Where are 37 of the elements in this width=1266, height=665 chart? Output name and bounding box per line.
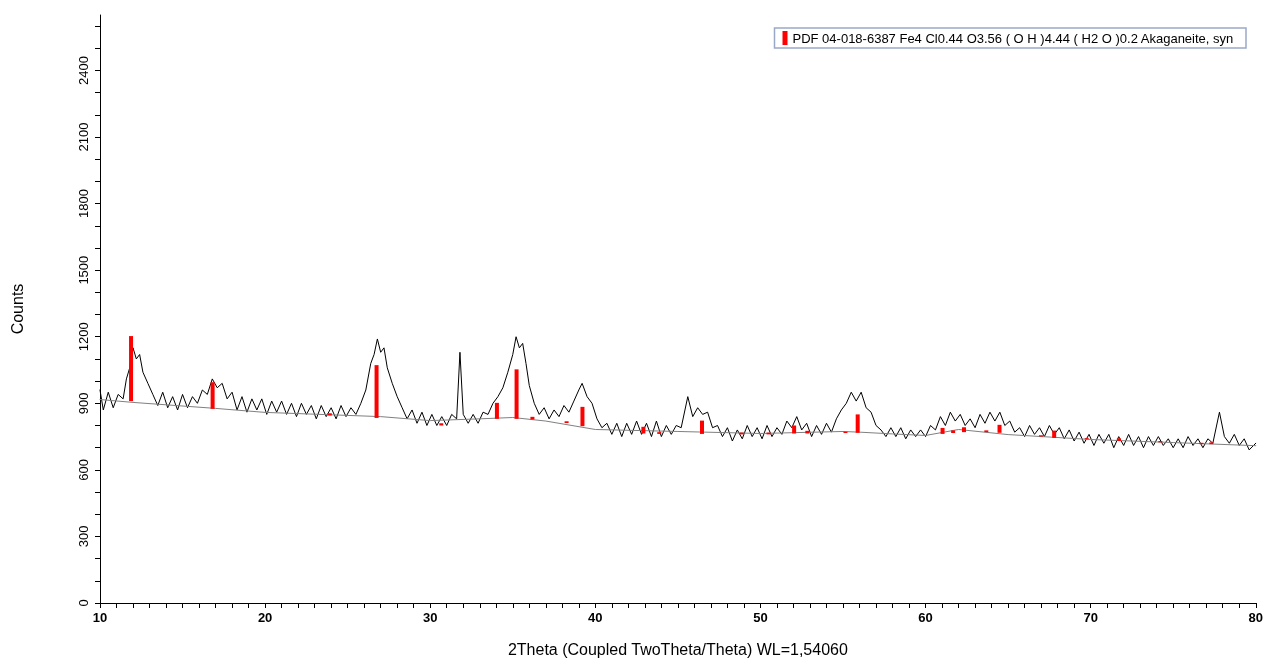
bar <box>997 424 1002 433</box>
bar <box>951 430 956 434</box>
y-tick-label: 600 <box>76 459 91 481</box>
bar <box>855 414 860 433</box>
x-tick-label: 30 <box>422 610 438 625</box>
bar <box>327 413 332 416</box>
x-tick-label: 70 <box>1083 610 1098 625</box>
bar <box>210 382 215 409</box>
y-tick-label: 300 <box>76 525 91 548</box>
y-tick-label: 0 <box>76 599 91 607</box>
y-tick-label: 2100 <box>76 122 91 152</box>
bar <box>962 427 967 433</box>
bar <box>1052 430 1057 438</box>
y-axis-title: Counts <box>8 283 26 335</box>
y-tick-label: 1200 <box>76 322 91 352</box>
legend-label: PDF 04-018-6387 Fe4 Cl0.44 O3.56 ( O H )4.44 ( H2 O )0.2 Akaganeite, syn <box>792 30 1234 46</box>
bar <box>494 402 499 419</box>
x-tick-label: 80 <box>1248 610 1263 625</box>
bar <box>514 369 519 419</box>
x-tick-label: 10 <box>92 610 108 625</box>
y-tick-label: 2400 <box>76 56 91 85</box>
y-tick-label: 900 <box>76 392 91 415</box>
bar <box>792 425 797 434</box>
y-tick-label: 1800 <box>76 189 91 219</box>
y-tick-label: 1500 <box>76 255 91 285</box>
x-tick-label: 50 <box>753 610 768 625</box>
bar <box>129 336 134 402</box>
bar <box>1116 438 1121 442</box>
x-tick-label: 60 <box>918 610 933 625</box>
bar <box>580 406 585 427</box>
bar <box>940 427 945 434</box>
bar <box>374 365 379 418</box>
x-axis-title: 2Theta (Coupled TwoTheta/Theta) WL=1,54060 <box>507 640 848 658</box>
x-tick-label: 20 <box>257 610 273 625</box>
line-series <box>99 399 1257 447</box>
bar <box>699 420 704 434</box>
x-tick-label: 40 <box>588 610 603 625</box>
